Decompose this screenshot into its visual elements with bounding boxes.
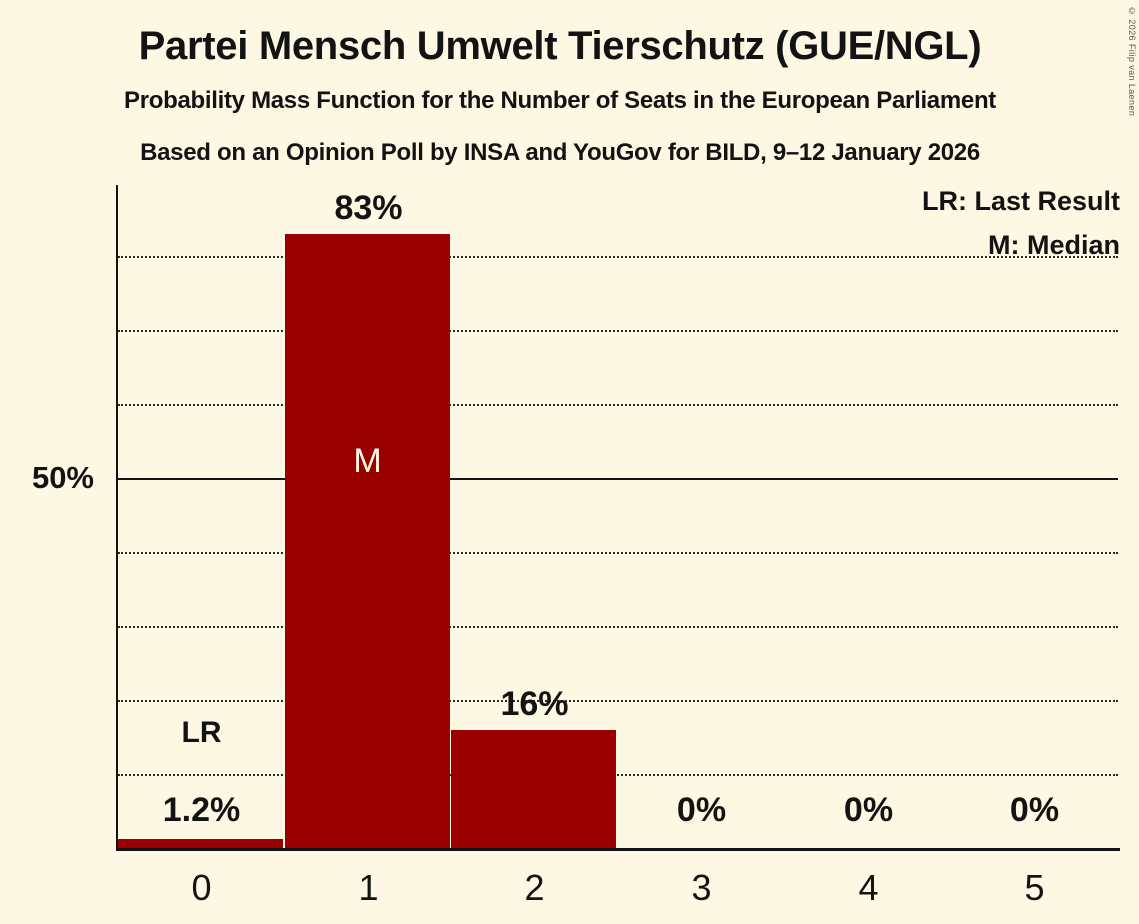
gridline-30 xyxy=(118,626,1118,628)
x-axis-tick-label-0: 0 xyxy=(191,867,212,908)
y-axis-line xyxy=(116,185,118,850)
value-label-seat-4: 0% xyxy=(843,791,894,829)
x-axis-tick-label-5: 5 xyxy=(1024,867,1045,908)
chart-subtitle: Probability Mass Function for the Number… xyxy=(123,87,996,114)
legend-item-median: M: Median xyxy=(988,230,1120,260)
bar-seat-1 xyxy=(285,234,450,848)
gridline-10 xyxy=(118,774,1118,776)
x-axis-tick-label-3: 3 xyxy=(691,867,712,908)
y-axis-tick-label-50%: 50% xyxy=(31,460,94,495)
last-result-marker: LR xyxy=(181,716,222,749)
page-title: Partei Mensch Umwelt Tierschutz (GUE/NGL… xyxy=(138,24,982,68)
gridline-60 xyxy=(118,404,1118,406)
plot-area xyxy=(118,185,1118,848)
gridline-80 xyxy=(118,256,1118,258)
gridline-20 xyxy=(118,700,1118,702)
x-axis-tick-label-1: 1 xyxy=(358,867,379,908)
value-label-seat-3: 0% xyxy=(676,791,727,829)
legend-item-last-result: LR: Last Result xyxy=(921,186,1120,216)
median-marker: M xyxy=(353,442,382,480)
chart-source-note: Based on an Opinion Poll by INSA and You… xyxy=(140,139,980,166)
bar-seat-2 xyxy=(451,730,616,848)
copyright-notice: © 2026 Filip van Laenen xyxy=(1127,6,1137,117)
value-label-seat-0: 1.2% xyxy=(162,791,241,829)
value-label-seat-5: 0% xyxy=(1009,791,1060,829)
gridline-50 xyxy=(118,478,1118,480)
gridline-40 xyxy=(118,552,1118,554)
x-axis-tick-label-4: 4 xyxy=(858,867,879,908)
x-axis-line xyxy=(116,848,1120,851)
value-label-seat-2: 16% xyxy=(500,685,569,723)
value-label-seat-1: 83% xyxy=(334,189,403,227)
gridline-70 xyxy=(118,330,1118,332)
bar-seat-0 xyxy=(118,839,283,848)
x-axis-tick-label-2: 2 xyxy=(524,867,545,908)
